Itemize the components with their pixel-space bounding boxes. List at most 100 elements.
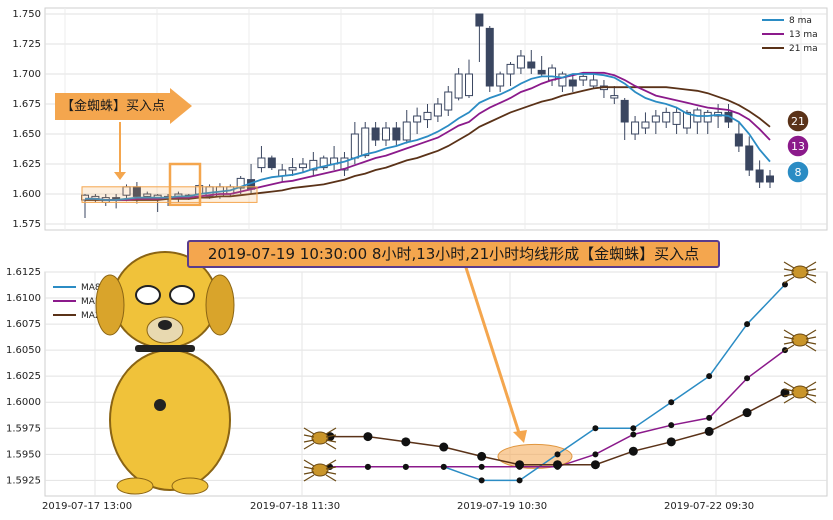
spider-leg [783,344,795,352]
ma21-point [439,442,449,452]
spider-leg [805,276,817,284]
spider-leg [783,276,795,284]
legend: 8 ma 13 ma 21 ma [762,16,818,54]
ma13-point [364,463,371,470]
candle [672,111,681,125]
ma13-point [744,375,751,382]
candle [631,121,640,135]
y-tick-label: 1.675 [12,99,41,110]
candle [527,61,536,69]
candle [371,127,380,141]
spider-body [791,385,809,399]
spider-leg [783,381,795,389]
spider-leg [325,474,337,482]
ma-end-badge-label: 21 [791,115,805,128]
spider-leg [783,388,795,392]
x-tick-label: 2019-07-18 11:30 [250,501,341,512]
y-tick-label: 1.5975 [6,423,41,434]
ma8-point [744,321,751,328]
ma21-point [628,446,638,456]
spider-leg [303,471,315,475]
spider-leg [805,393,817,397]
ma8-point [592,425,599,432]
y-tick-label: 1.750 [12,9,41,20]
candle [392,127,401,141]
spider-leg [325,466,337,470]
candle [475,13,484,27]
candle [496,73,505,87]
ma13-point [668,422,675,429]
ma21-point [401,437,411,447]
ma13-point [402,463,409,470]
candle [381,127,390,141]
candle [610,95,619,99]
mascot-eye [169,285,195,305]
candle [444,91,453,111]
spider-icon [303,459,337,482]
candle [340,157,349,171]
y-tick-label: 1.6050 [6,345,41,356]
ma21-point [704,426,714,436]
spider-leg [783,329,795,337]
y-tick-label: 1.725 [12,39,41,50]
y-tick-label: 1.5950 [6,449,41,460]
spider-icon [303,427,337,450]
candle [641,121,650,129]
spider-leg [325,427,337,435]
candle [548,67,557,81]
ma8-point [630,425,637,432]
y-tick-label: 1.625 [12,159,41,170]
spider-leg [805,261,817,269]
spider-body [311,431,329,445]
ma-end-badge-label: 8 [795,166,802,179]
candle [485,27,494,87]
spider-leg [303,459,315,467]
ma-end-badge [786,109,810,133]
spider-body [791,265,809,279]
ma21-point [742,408,752,418]
spider-leg [303,466,315,470]
candle [402,121,411,141]
spider-leg [303,442,315,450]
candle [755,169,764,183]
ma21-point [590,460,600,470]
spider-leg [325,471,337,475]
ma8-point [478,477,485,484]
candle [516,55,525,69]
candle [682,111,691,129]
candle [309,159,318,171]
legend-entry: MA13 [81,297,106,307]
candle [236,177,245,189]
spider-leg [805,336,817,340]
candle [350,133,359,159]
y-tick-label: 1.6025 [6,371,41,382]
candle [537,69,546,75]
legend-entry: 21 ma [789,44,818,54]
legend-entry: MA8 [81,283,101,293]
signal-banner: 2019-07-19 10:30:00 8小时,13小时,21小时均线形成【金蜘… [187,240,720,268]
spider-body [791,333,809,347]
candle [465,73,474,97]
crossover-arrow [459,251,522,437]
ma8-point [668,399,675,406]
ma13-point [440,463,447,470]
spider-leg [325,439,337,443]
spider-leg [783,268,795,272]
buy-candle-highlight [168,162,202,207]
spider-leg [805,388,817,392]
candle [662,111,671,123]
spider-leg [805,273,817,277]
y-tick-label: 1.700 [12,69,41,80]
ma8-point [706,373,713,380]
ma13-point [630,431,637,438]
mascot-paw [171,477,209,495]
ma13-point [478,463,485,470]
spider-leg [783,396,795,404]
spider-icon [783,261,817,284]
ma13-point [592,451,599,458]
buy-point-label: 【金蜘蛛】买入点 [55,93,170,120]
candle [745,145,754,171]
candle [703,111,712,123]
candle [319,157,328,169]
spider-leg [303,439,315,443]
